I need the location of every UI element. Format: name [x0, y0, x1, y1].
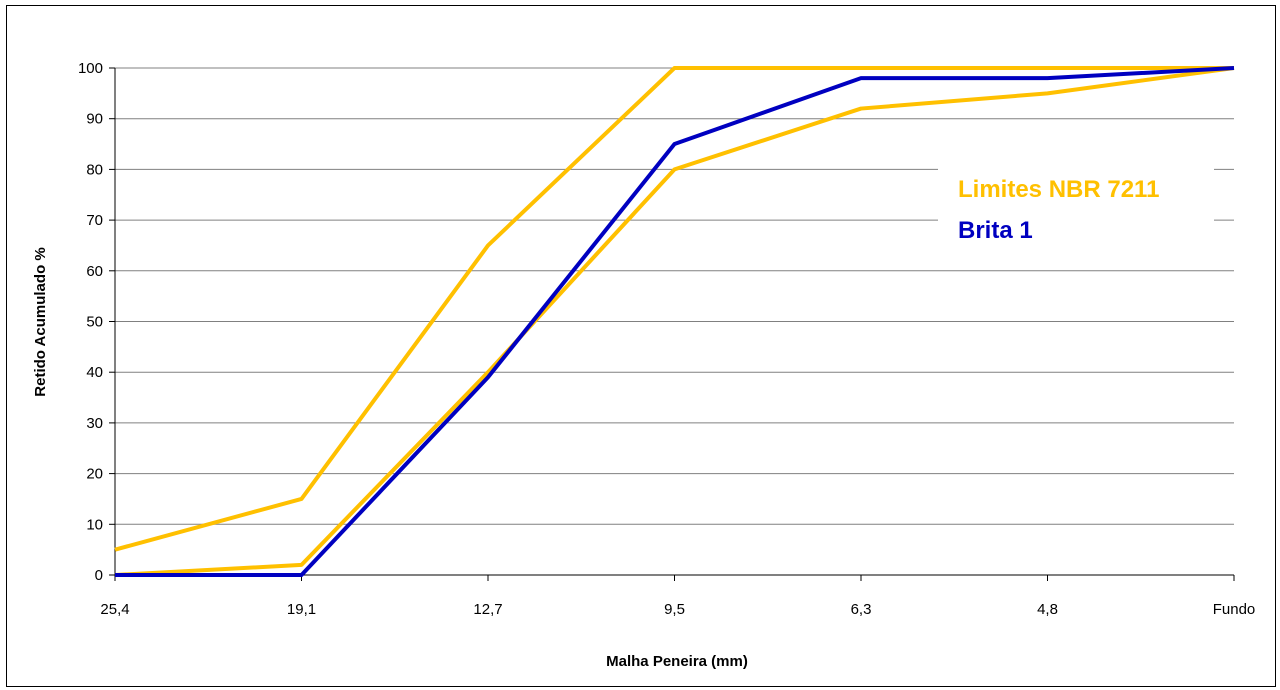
- y-axis-title: Retido Acumulado %: [32, 247, 49, 396]
- x-tick-label: 12,7: [473, 601, 502, 618]
- series-line-sample: [115, 66, 1235, 577]
- y-tick-labels: 0 10 20 30 40 50 60 70 80 90 100: [78, 60, 103, 584]
- legend-label-brita: Brita 1: [958, 217, 1033, 244]
- y-tick-label: 20: [86, 466, 103, 483]
- y-tick-label: 70: [86, 212, 103, 229]
- x-tick-label: 4,8: [1037, 601, 1058, 618]
- y-tick-label: 50: [86, 314, 103, 331]
- chart-frame: [6, 5, 1276, 687]
- y-tick-label: 10: [86, 516, 103, 533]
- y-tick-label: 30: [86, 415, 103, 432]
- x-tick-label: 25,4: [100, 601, 129, 618]
- y-tick-label: 0: [95, 567, 103, 584]
- x-tick-label: 19,1: [287, 601, 316, 618]
- y-tick-label: 40: [86, 364, 103, 381]
- series-lines: [114, 66, 1235, 577]
- legend-label-limits: Limites NBR 7211: [958, 176, 1159, 203]
- x-tick-labels: 25,4 19,1 12,7 9,5 6,3 4,8 Fundo: [100, 601, 1255, 618]
- x-tick-label: 6,3: [851, 601, 872, 618]
- series-line-upper-limit: [114, 66, 1234, 552]
- legend-box: [938, 160, 1214, 260]
- series-line-lower-limit: [114, 66, 1235, 577]
- y-tick-label: 60: [86, 263, 103, 280]
- x-tick-label: Fundo: [1213, 601, 1256, 618]
- y-tick-label: 100: [78, 60, 103, 77]
- x-axis-title: Malha Peneira (mm): [606, 653, 748, 670]
- y-tick-label: 90: [86, 111, 103, 128]
- y-tick-label: 80: [86, 161, 103, 178]
- x-tick-label: 9,5: [664, 601, 685, 618]
